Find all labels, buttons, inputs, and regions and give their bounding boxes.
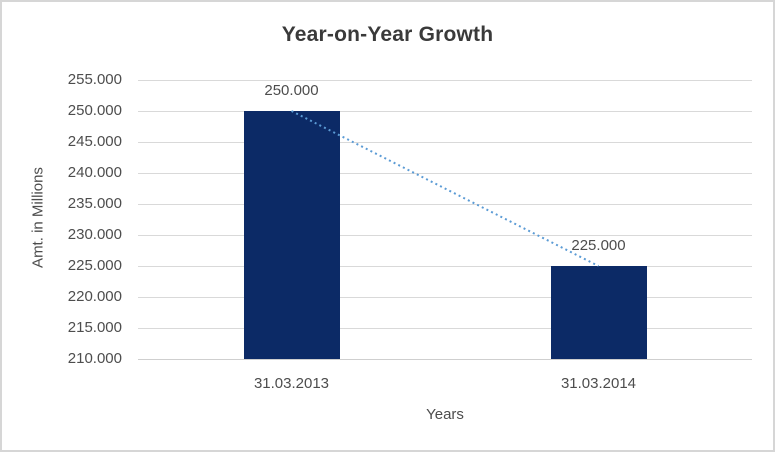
y-axis-tick-label: 220.000 [67,288,122,305]
y-axis-tick-label: 215.000 [67,319,122,336]
x-axis-tick-label: 31.03.2013 [253,375,330,392]
x-axis-line [138,359,752,360]
y-axis-tick-label: 235.000 [67,195,122,212]
gridline [138,328,752,329]
data-label: 225.000 [571,237,626,254]
gridline [138,266,752,267]
gridline [138,173,752,174]
gridline [138,204,752,205]
gridline [138,235,752,236]
data-label: 250.000 [264,82,319,99]
y-axis-title: Amt. in Millions [29,167,47,268]
y-axis-tick-label: 240.000 [67,164,122,181]
gridline [138,142,752,143]
y-axis-tick-label: 230.000 [67,226,122,243]
y-axis-tick-label: 255.000 [67,71,122,88]
bar-31.03.2013 [243,111,340,359]
gridline [138,111,752,112]
x-axis-tick-label: 31.03.2014 [560,375,637,392]
y-axis-tick-label: 250.000 [67,102,122,119]
y-axis-tick-label: 210.000 [67,350,122,367]
bar-31.03.2014 [550,266,647,359]
gridline [138,80,752,81]
y-axis-tick-label: 225.000 [67,257,122,274]
gridline [138,297,752,298]
y-axis-tick-label: 245.000 [67,133,122,150]
x-axis-title: Years [426,406,464,423]
chart-title: Year-on-Year Growth [281,23,494,46]
